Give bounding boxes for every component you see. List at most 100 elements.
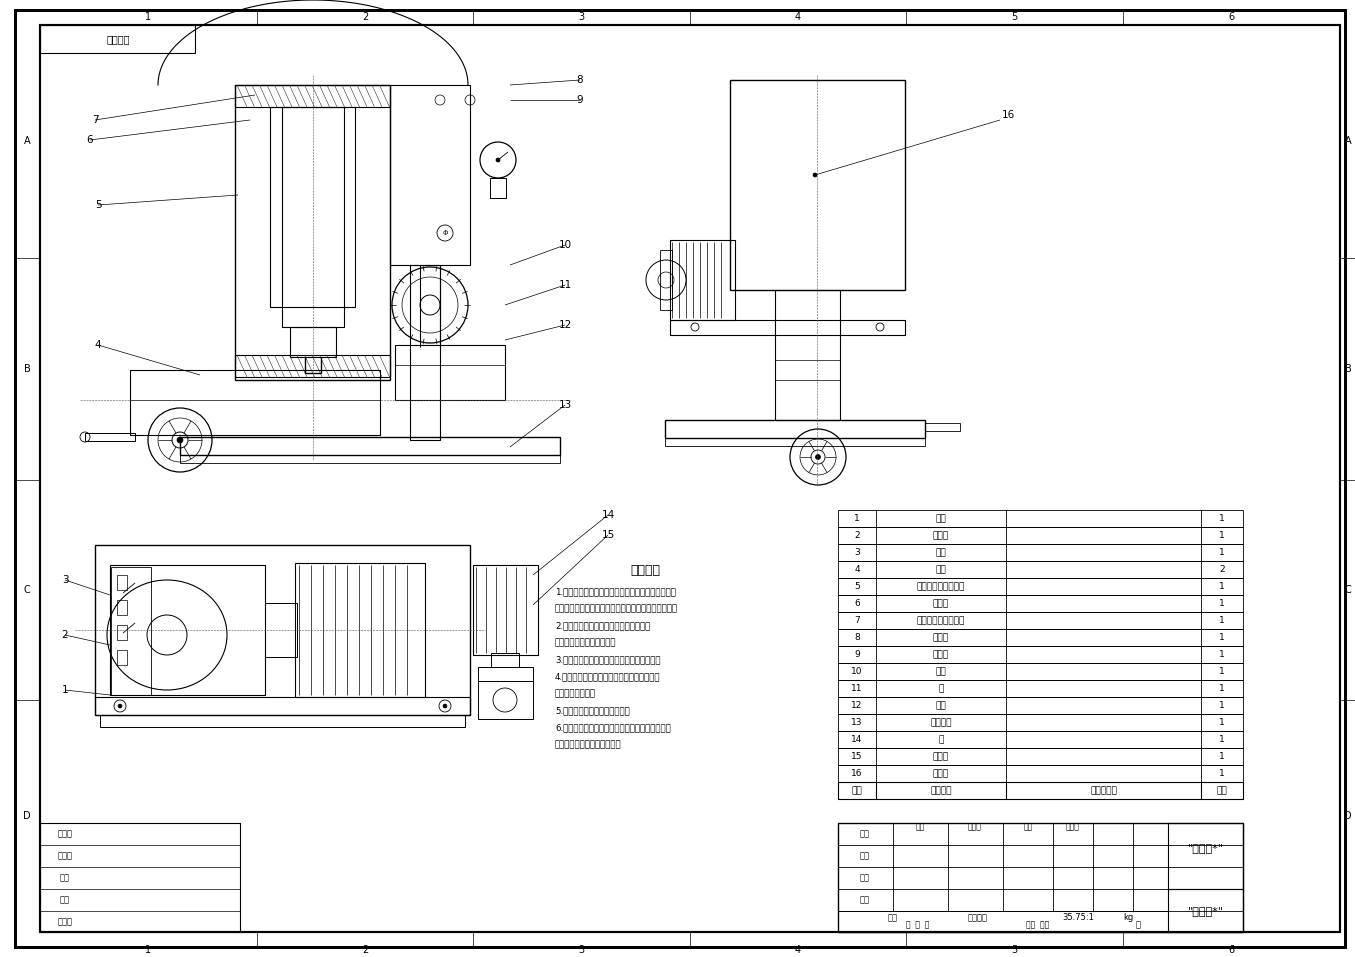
Text: 6: 6: [1229, 945, 1234, 955]
Bar: [41, 823, 240, 932]
Bar: [282, 107, 344, 327]
Text: 6.组装前严格检查并清除零件加工时残留的锐角、: 6.组装前严格检查并清除零件加工时残留的锐角、: [556, 723, 671, 732]
Bar: [117, 600, 127, 615]
Bar: [117, 625, 127, 640]
Bar: [837, 782, 1243, 799]
Bar: [234, 355, 390, 377]
Text: 1: 1: [1220, 582, 1225, 591]
Text: B: B: [23, 364, 30, 374]
Bar: [837, 748, 1243, 765]
Text: 7: 7: [92, 115, 99, 125]
Circle shape: [496, 158, 500, 162]
Bar: [290, 327, 336, 357]
Text: 3.装配过程中零件不允许磕碰、划伤和锈蚀。: 3.装配过程中零件不允许磕碰、划伤和锈蚀。: [556, 656, 660, 664]
Text: 5.箱与箱的结合面应该刷铅粉。: 5.箱与箱的结合面应该刷铅粉。: [556, 706, 630, 716]
Text: 合面不得有间隙。: 合面不得有间隙。: [556, 689, 596, 699]
Text: 14: 14: [602, 510, 615, 520]
Text: 齿轮: 齿轮: [935, 667, 946, 676]
Text: 签名: 签名: [60, 896, 70, 904]
Text: 审核: 审核: [860, 896, 870, 904]
Text: 6: 6: [854, 599, 860, 608]
Text: 12: 12: [851, 701, 863, 710]
Text: 5: 5: [854, 582, 860, 591]
Text: D: D: [1344, 811, 1352, 821]
Bar: [837, 646, 1243, 663]
Bar: [837, 510, 1243, 527]
Bar: [837, 527, 1243, 544]
Bar: [925, 423, 959, 431]
Bar: [95, 697, 470, 715]
Text: 手轮: 手轮: [935, 565, 946, 574]
Bar: [775, 290, 840, 420]
Text: 3: 3: [854, 548, 860, 557]
Text: 1.零件在装配前必须清理和清洗干净，不得有毛刺、: 1.零件在装配前必须清理和清洗干净，不得有毛刺、: [556, 588, 676, 596]
Text: C: C: [23, 585, 30, 595]
Text: 压力表: 压力表: [934, 650, 948, 659]
Text: 2: 2: [62, 630, 68, 640]
Text: 飞边、氧化皮、锈蚀、切屑、油污、着色剂和灰尘等。: 飞边、氧化皮、锈蚀、切屑、油污、着色剂和灰尘等。: [556, 605, 678, 613]
Text: 插槽平台: 插槽平台: [931, 718, 951, 727]
Bar: [396, 345, 505, 400]
Text: 1: 1: [1220, 718, 1225, 727]
Text: 拌料管: 拌料管: [934, 752, 948, 761]
Text: 5: 5: [1011, 945, 1018, 955]
Text: 1: 1: [1220, 633, 1225, 642]
Bar: [665, 438, 925, 446]
Circle shape: [118, 704, 122, 708]
Text: 上壳盖: 上壳盖: [934, 769, 948, 778]
Text: 1: 1: [62, 685, 68, 695]
Text: 10: 10: [851, 667, 863, 676]
Text: 1: 1: [1220, 548, 1225, 557]
Text: 1: 1: [145, 12, 152, 22]
Bar: [837, 680, 1243, 697]
Text: A: A: [1344, 136, 1351, 146]
Bar: [478, 667, 533, 681]
Text: 1: 1: [1220, 616, 1225, 625]
Text: 15: 15: [851, 752, 863, 761]
Text: 4: 4: [854, 565, 860, 574]
Text: 零件名称: 零件名称: [931, 786, 951, 795]
Bar: [41, 25, 195, 53]
Text: 连接: 连接: [935, 701, 946, 710]
Bar: [837, 714, 1243, 731]
Text: 胶，但应防止进入系统中。: 胶，但应防止进入系统中。: [556, 638, 617, 648]
Text: 共量  共量: 共量 共量: [1026, 921, 1050, 929]
Bar: [130, 370, 379, 435]
Text: 数量: 数量: [1217, 786, 1228, 795]
Text: 10: 10: [558, 240, 572, 250]
Text: 处数改: 处数改: [57, 830, 73, 838]
Text: 7: 7: [854, 616, 860, 625]
Bar: [837, 578, 1243, 595]
Text: 溢流阀: 溢流阀: [934, 633, 948, 642]
Text: 13: 13: [558, 400, 572, 410]
Text: 设计: 设计: [860, 830, 870, 838]
Text: 2: 2: [362, 12, 369, 22]
Text: 三位四通电磁换向阀: 三位四通电磁换向阀: [917, 616, 965, 625]
Bar: [295, 563, 425, 697]
Bar: [837, 823, 1243, 932]
Text: 9: 9: [854, 650, 860, 659]
Text: 1: 1: [1220, 667, 1225, 676]
Text: 文件号: 文件号: [57, 852, 73, 860]
Text: 35.75:1: 35.75:1: [1062, 914, 1093, 923]
Text: 机械图．: 机械图．: [106, 34, 130, 44]
Text: 销: 销: [938, 735, 943, 744]
Text: 1: 1: [1220, 650, 1225, 659]
Bar: [837, 595, 1243, 612]
Text: "简插床*": "简插床*": [1187, 906, 1224, 916]
Bar: [837, 629, 1243, 646]
Text: 15: 15: [602, 530, 615, 540]
Bar: [837, 544, 1243, 561]
Text: 工盘: 工盘: [935, 514, 946, 523]
Bar: [837, 561, 1243, 578]
Bar: [117, 650, 127, 665]
Text: B: B: [1344, 364, 1351, 374]
Text: 13: 13: [851, 718, 863, 727]
Text: 16: 16: [1001, 110, 1015, 120]
Text: 液缸: 液缸: [935, 548, 946, 557]
Text: 年  月  日: 年 月 日: [906, 921, 930, 929]
Text: 14: 14: [851, 735, 863, 744]
Text: 4: 4: [795, 12, 801, 22]
Text: 9: 9: [577, 95, 583, 105]
Text: 1: 1: [1220, 684, 1225, 693]
